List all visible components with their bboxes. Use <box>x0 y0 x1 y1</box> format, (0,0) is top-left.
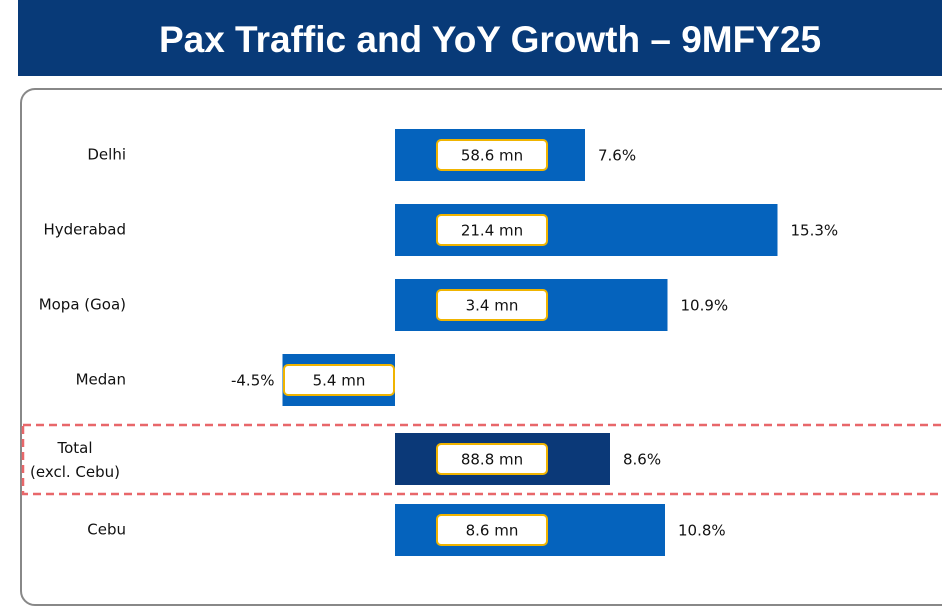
pax-box <box>436 214 548 246</box>
value-label: 10.8% <box>678 522 726 540</box>
category-label: Delhi <box>87 146 126 164</box>
chart-title: Pax Traffic and YoY Growth – 9MFY25 <box>159 19 821 60</box>
panel-border <box>20 88 942 606</box>
pax-label: 8.6 mn <box>466 522 519 540</box>
value-label: -4.5% <box>231 372 275 390</box>
highlight-box <box>21 423 942 496</box>
pax-box <box>436 514 548 546</box>
category-label: Medan <box>76 371 126 389</box>
pax-label: 21.4 mn <box>461 222 523 240</box>
category-label: Cebu <box>87 521 126 539</box>
category-label: Total (excl. Cebu) <box>30 439 120 481</box>
pax-label: 3.4 mn <box>466 297 519 315</box>
pax-label: 88.8 mn <box>461 451 523 469</box>
pax-box <box>436 443 548 475</box>
pax-box <box>436 289 548 321</box>
value-label: 10.9% <box>681 297 729 315</box>
value-label: 15.3% <box>791 222 839 240</box>
pax-box <box>436 139 548 171</box>
pax-box <box>283 364 395 396</box>
title-banner <box>18 0 942 76</box>
value-label: 8.6% <box>623 451 661 469</box>
pax-label: 58.6 mn <box>461 147 523 165</box>
category-label: Mopa (Goa) <box>39 296 126 314</box>
value-label: 7.6% <box>598 147 636 165</box>
pax-label: 5.4 mn <box>313 372 366 390</box>
category-label: Hyderabad <box>44 221 127 239</box>
